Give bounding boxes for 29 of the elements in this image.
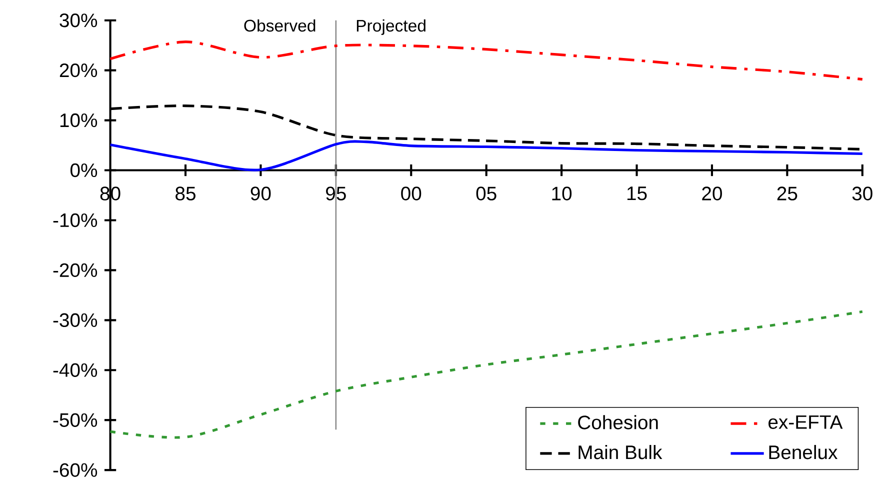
y-tick-label: -50% xyxy=(53,413,98,428)
x-tick-label: 05 xyxy=(476,186,496,201)
x-tick-label: 20 xyxy=(702,186,722,201)
x-tick-label: 15 xyxy=(627,186,647,200)
line-series xyxy=(108,40,864,81)
y-tick-label: -40% xyxy=(53,363,98,378)
x-tick-label: 85 xyxy=(176,186,196,201)
x-tick-label: 95 xyxy=(326,186,346,201)
y-tick-label: -10% xyxy=(53,214,98,228)
y-tick-label: 30% xyxy=(60,14,98,28)
legend-label: Benelux xyxy=(769,445,838,460)
legend-label: Main Bulk xyxy=(578,445,662,460)
y-tick-label: -60% xyxy=(53,463,98,478)
y-tick-label: -20% xyxy=(53,264,98,278)
line-series xyxy=(108,140,864,172)
annotation: Projected xyxy=(356,20,426,36)
legend-label: ex-EFTA xyxy=(768,416,843,430)
x-tick-label: 25 xyxy=(777,186,798,201)
annotation: Observed xyxy=(244,20,316,32)
y-tick-label: 20% xyxy=(60,64,98,78)
x-tick-label: 30 xyxy=(852,186,872,201)
y-tick-label: -30% xyxy=(53,313,98,328)
y-tick-label: 0% xyxy=(70,164,98,178)
x-tick-label: 90 xyxy=(250,186,271,201)
x-tick-label: 00 xyxy=(401,186,422,201)
legend-label: Cohesion xyxy=(578,415,658,430)
line-series xyxy=(108,310,864,439)
x-tick-label: 10 xyxy=(552,186,572,201)
y-tick-label: 10% xyxy=(60,114,98,128)
